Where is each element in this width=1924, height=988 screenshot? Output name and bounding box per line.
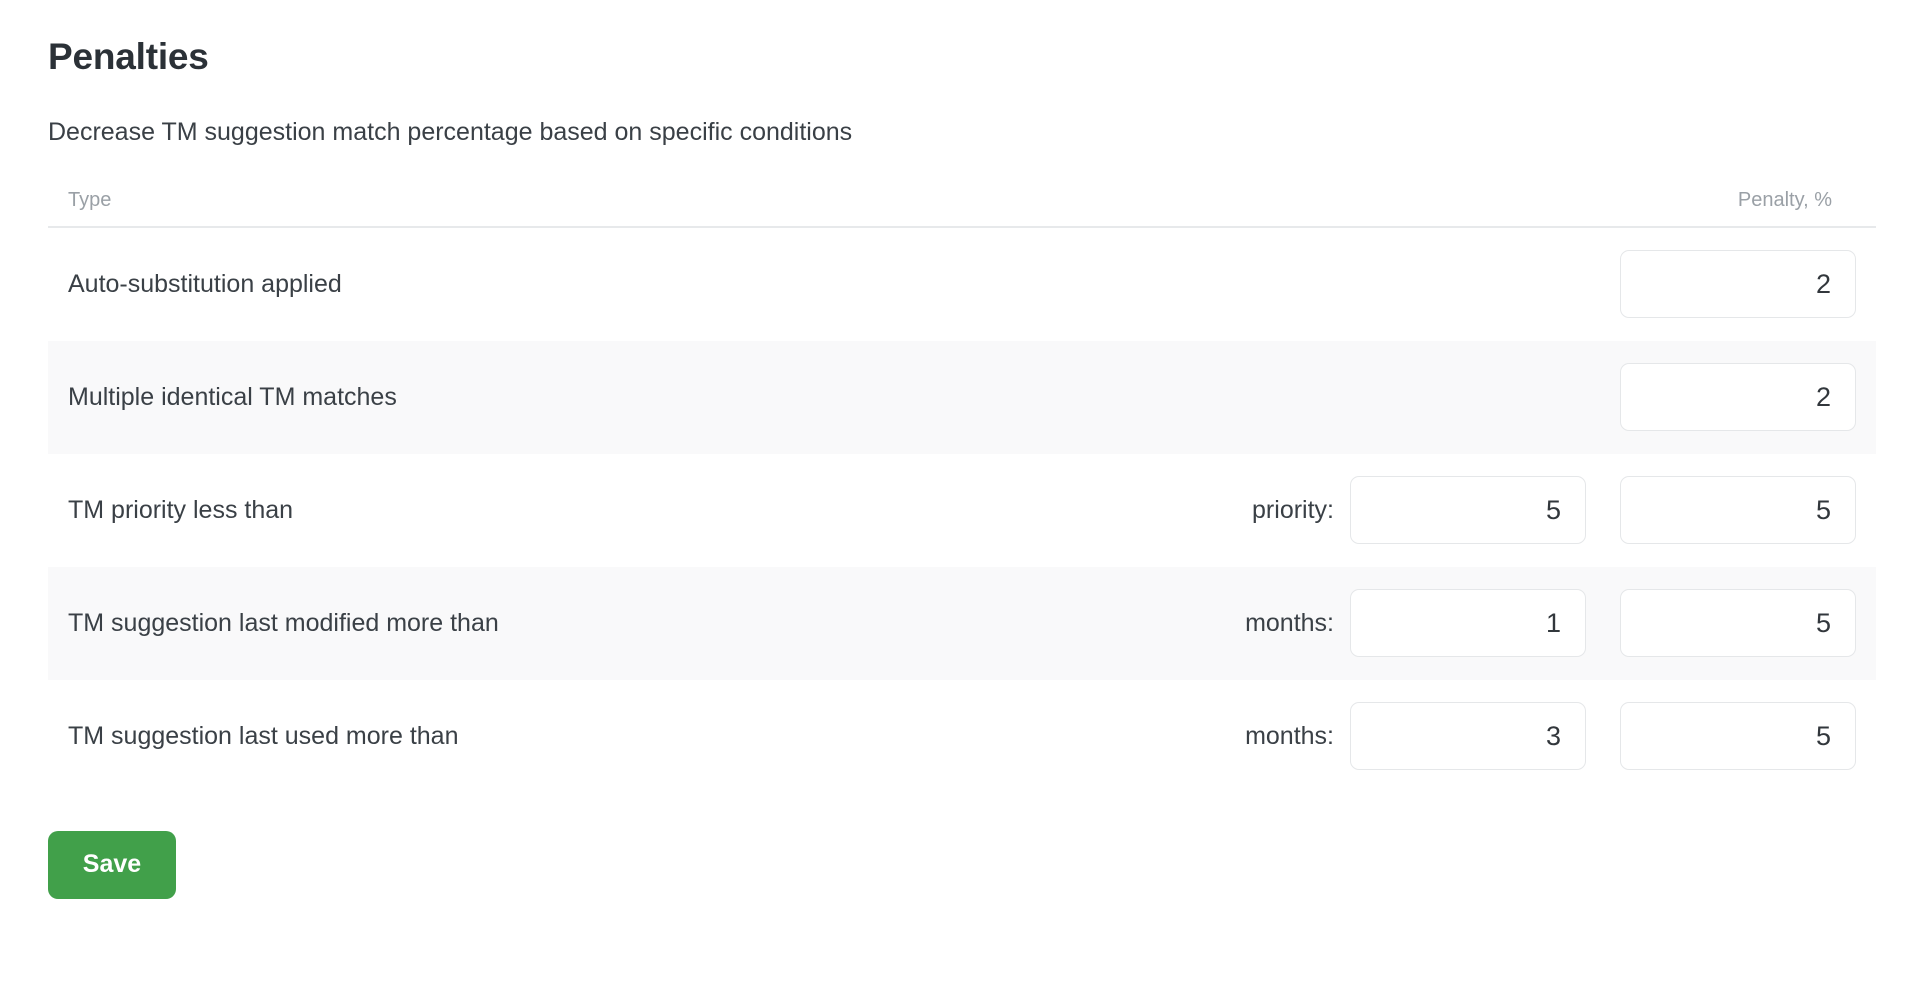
penalty-cell	[1620, 250, 1856, 319]
table-row: Auto-substitution applied	[48, 227, 1876, 341]
row-label: Multiple identical TM matches	[68, 382, 397, 411]
condition-cell	[1350, 250, 1586, 318]
condition-value-input[interactable]	[1350, 589, 1586, 658]
penalty-cell	[1620, 589, 1856, 658]
table-row: TM priority less than priority:	[48, 453, 1876, 567]
penalty-cell	[1620, 363, 1856, 432]
table-row: Multiple identical TM matches	[48, 340, 1876, 454]
condition-value-input[interactable]	[1350, 476, 1586, 545]
condition-cell	[1350, 363, 1586, 431]
page-subtitle: Decrease TM suggestion match percentage …	[48, 118, 853, 147]
penalty-cell	[1620, 702, 1856, 771]
condition-unit-label: months:	[1245, 721, 1334, 750]
row-label: TM suggestion last modified more than	[68, 608, 499, 637]
table-row: TM suggestion last used more than months:	[48, 679, 1876, 793]
row-controls: priority:	[1252, 476, 1856, 545]
condition-cell-spacer	[1350, 250, 1586, 318]
condition-cell: months:	[1245, 589, 1586, 658]
row-label: TM suggestion last used more than	[68, 721, 459, 750]
row-controls	[1350, 250, 1856, 319]
penalty-percent-input[interactable]	[1620, 250, 1856, 319]
row-controls: months:	[1245, 702, 1856, 771]
penalties-page: Penalties Decrease TM suggestion match p…	[48, 36, 1876, 899]
condition-value-input[interactable]	[1350, 702, 1586, 771]
penalty-percent-input[interactable]	[1620, 589, 1856, 658]
table-body: Auto-substitution applied Multiple identi…	[48, 227, 1876, 793]
penalty-percent-input[interactable]	[1620, 702, 1856, 771]
row-controls	[1350, 363, 1856, 432]
save-button[interactable]: Save	[48, 830, 176, 899]
condition-cell: months:	[1245, 702, 1586, 771]
row-label: TM priority less than	[68, 495, 294, 524]
condition-unit-label: priority:	[1252, 495, 1334, 524]
row-label: Auto-substitution applied	[68, 269, 342, 298]
form-actions: Save	[48, 830, 1876, 899]
column-header-type: Type	[68, 188, 112, 211]
condition-unit-label: months:	[1245, 608, 1334, 637]
table-row: TM suggestion last modified more than mon…	[48, 566, 1876, 680]
penalties-table: Type Penalty, % Auto-substitution applie…	[48, 189, 1876, 793]
page-title: Penalties	[48, 36, 209, 77]
row-controls: months:	[1245, 589, 1856, 658]
column-header-penalty: Penalty, %	[1737, 188, 1832, 211]
condition-cell: priority:	[1252, 476, 1586, 545]
penalty-cell	[1620, 476, 1856, 545]
penalty-percent-input[interactable]	[1620, 476, 1856, 545]
table-header-row: Type Penalty, %	[48, 189, 1876, 228]
condition-cell-spacer	[1350, 363, 1586, 431]
penalty-percent-input[interactable]	[1620, 363, 1856, 432]
